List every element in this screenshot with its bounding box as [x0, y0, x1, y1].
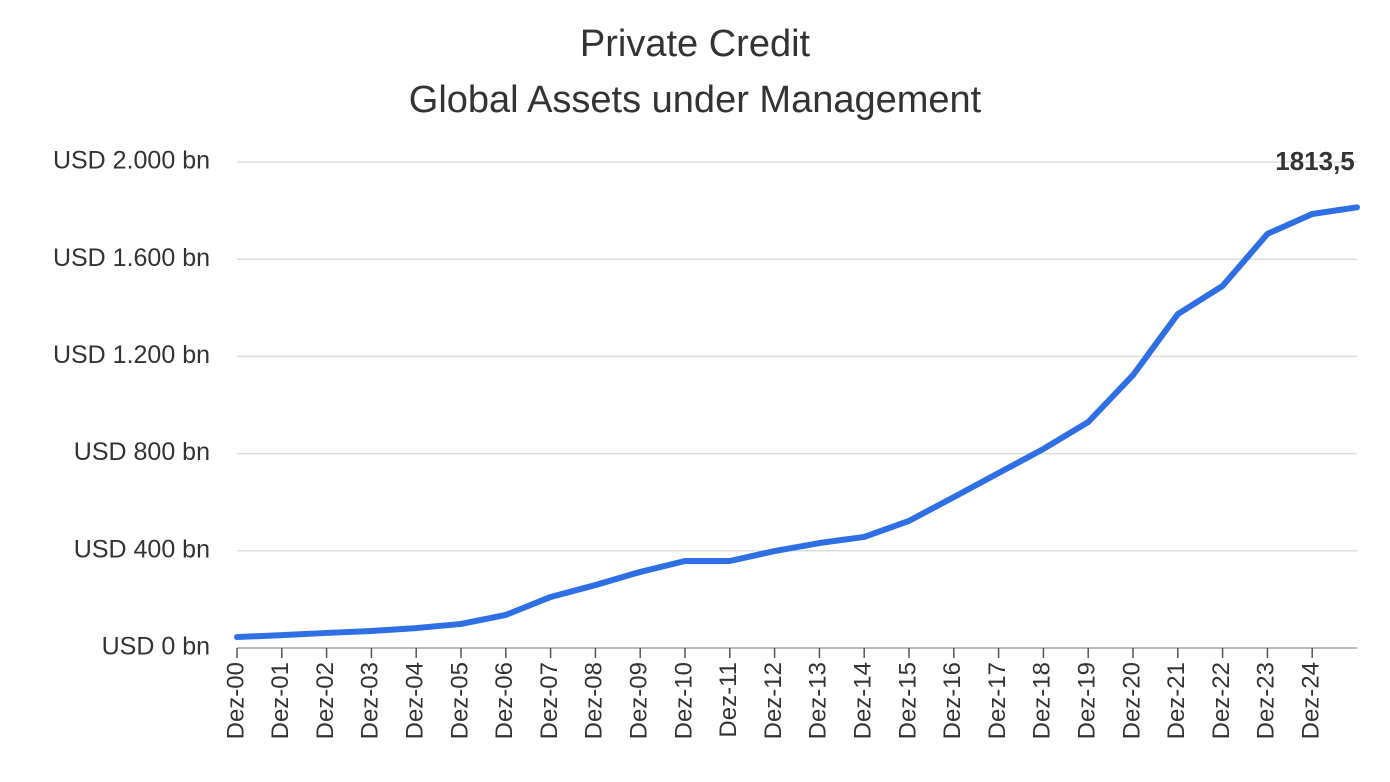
x-tick-label: Dez-03 [357, 662, 384, 739]
x-tick-label: Dez-16 [939, 662, 966, 739]
x-tick-label: Dez-12 [760, 662, 787, 739]
line [234, 204, 1360, 641]
x-tick-label: Dez-24 [1298, 662, 1325, 739]
x-tick-label: Dez-00 [222, 662, 249, 739]
y-tick-label: USD 0 bn [102, 633, 210, 661]
x-tick-label: Dez-07 [536, 662, 563, 739]
x-tick-label: Dez-02 [312, 662, 339, 739]
y-tick-label: USD 2.000 bn [53, 147, 210, 175]
chart-title: Private Credit [580, 23, 811, 65]
x-tick-label: Dez-18 [1029, 662, 1056, 739]
y-tick-label: USD 400 bn [74, 535, 210, 563]
x-tick-label: Dez-04 [402, 662, 429, 739]
x-tick-label: Dez-15 [894, 662, 921, 739]
x-tick-label: Dez-22 [1208, 662, 1235, 739]
x-tick-label: Dez-01 [267, 662, 294, 739]
x-tick-label: Dez-23 [1253, 662, 1280, 739]
x-tick-label: Dez-17 [984, 662, 1011, 739]
x-tick-label: Dez-10 [670, 662, 697, 739]
x-tick-label: Dez-05 [446, 662, 473, 739]
x-tick-label: Dez-20 [1118, 662, 1145, 739]
data-label: 1813,5 [1275, 146, 1355, 176]
x-tick-label: Dez-06 [491, 662, 518, 739]
x-tick-label: Dez-11 [715, 662, 742, 738]
x-tick-label: Dez-13 [805, 662, 832, 739]
y-tick-label: USD 1.600 bn [53, 244, 210, 272]
x-tick-label: Dez-08 [581, 662, 608, 739]
x-tick-label: Dez-19 [1074, 662, 1101, 739]
x-tick-label: Dez-21 [1163, 662, 1190, 739]
x-tick-label: Dez-14 [850, 662, 877, 739]
chart-subtitle: Global Assets under Management [409, 79, 982, 121]
y-tick-label: USD 800 bn [74, 438, 210, 466]
y-tick-label: USD 1.200 bn [53, 341, 210, 369]
x-tick-label: Dez-09 [626, 662, 653, 739]
